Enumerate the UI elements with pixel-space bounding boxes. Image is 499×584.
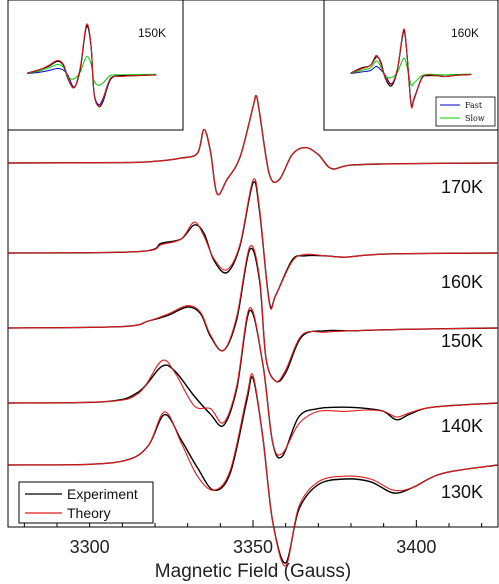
theory-trace-170k bbox=[7, 95, 499, 196]
inset-150k-frame bbox=[7, 0, 184, 131]
inset-160k-title: 160K bbox=[451, 26, 479, 40]
theory-trace-140k bbox=[7, 307, 499, 456]
inset-160k-traces bbox=[350, 28, 472, 109]
x-tick-label: 3350 bbox=[233, 537, 273, 557]
spectra-traces bbox=[7, 94, 499, 567]
temperature-label-150k: 150K bbox=[441, 331, 483, 351]
inset-150k-traces bbox=[27, 23, 157, 108]
inset-150k: 150K bbox=[7, 0, 184, 131]
inset-160k-legend-box bbox=[435, 96, 496, 127]
theory-trace-130k bbox=[7, 373, 499, 567]
legend-label-experiment: Experiment bbox=[67, 486, 138, 502]
experiment-trace-140k bbox=[7, 309, 499, 459]
inset-slow-component bbox=[27, 55, 157, 86]
x-tick-label: 3300 bbox=[70, 537, 110, 557]
legend: Experiment Theory bbox=[18, 481, 154, 524]
experiment-trace-130k bbox=[7, 376, 499, 564]
inset-slow-component bbox=[350, 57, 472, 87]
experiment-trace-150k bbox=[7, 247, 499, 383]
x-tick-label: 3400 bbox=[396, 537, 436, 557]
temperature-label-140k: 140K bbox=[441, 416, 483, 436]
x-axis: 3300 3350 3400 bbox=[23, 520, 483, 557]
inset-legend-label-slow: Slow bbox=[465, 114, 485, 123]
theory-trace-150k bbox=[7, 244, 499, 383]
inset-legend-label-fast: Fast bbox=[465, 101, 483, 110]
experiment-trace-160k bbox=[7, 181, 499, 309]
temperature-labels: 170K 160K 150K 140K 130K bbox=[441, 177, 483, 502]
inset-160k: 160K Fast Slow bbox=[323, 0, 499, 131]
temperature-label-170k: 170K bbox=[441, 177, 483, 197]
temperature-label-160k: 160K bbox=[441, 272, 483, 292]
theory-trace-160k bbox=[7, 178, 499, 310]
inset-150k-title: 150K bbox=[138, 26, 166, 40]
x-axis-label: Magnetic Field (Gauss) bbox=[155, 561, 351, 582]
legend-label-theory: Theory bbox=[67, 505, 111, 521]
legend-box bbox=[18, 481, 154, 524]
temperature-label-130k: 130K bbox=[441, 482, 483, 502]
inset-theory-trace bbox=[350, 28, 472, 109]
inset-theory-trace bbox=[27, 23, 157, 108]
